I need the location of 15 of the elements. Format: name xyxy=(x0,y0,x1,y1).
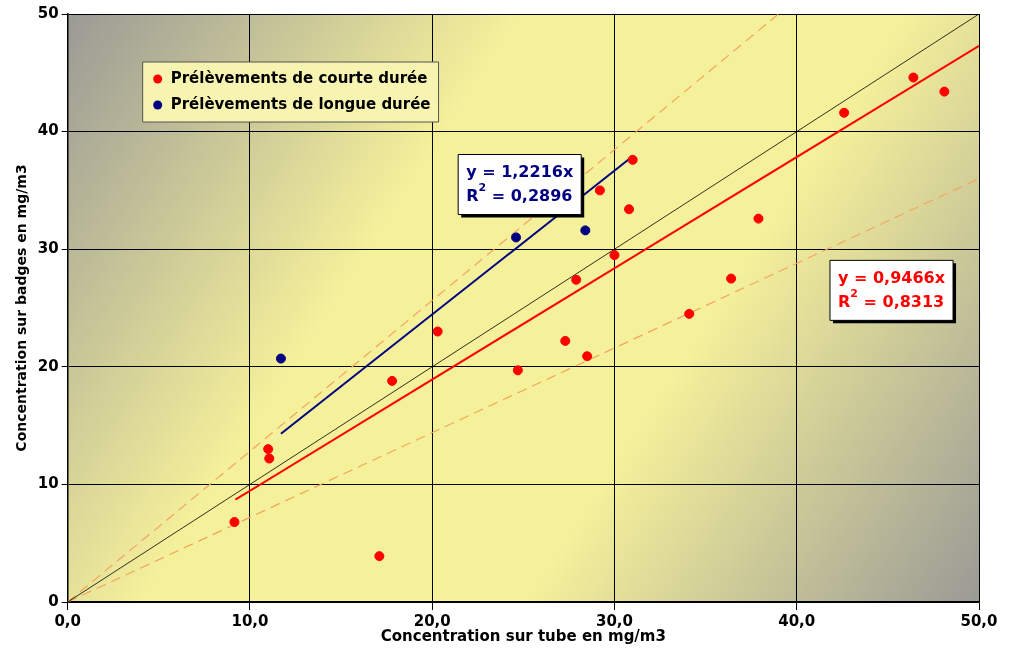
x-tick-label: 0,0 xyxy=(54,611,81,630)
y-tick-label: 40 xyxy=(37,121,59,140)
y-tick-label: 30 xyxy=(37,239,59,258)
x-tick-label: 30,0 xyxy=(595,611,633,630)
x-tick-label: 50,0 xyxy=(960,611,998,630)
legend-label: Prélèvements de longue durée xyxy=(170,94,431,113)
y-tick-label: 50 xyxy=(37,3,59,22)
y-tick-label: 10 xyxy=(37,474,59,493)
x-tick-label: 40,0 xyxy=(778,611,816,630)
x-tick-label: 20,0 xyxy=(413,611,451,630)
x-tick-label: 10,0 xyxy=(231,611,269,630)
legend-label: Prélèvements de courte durée xyxy=(170,68,428,87)
y-tick-label: 20 xyxy=(37,356,59,375)
y-tick-label: 0 xyxy=(48,591,59,610)
y-axis-title: Concentration sur badges en mg/m3 xyxy=(13,164,30,452)
